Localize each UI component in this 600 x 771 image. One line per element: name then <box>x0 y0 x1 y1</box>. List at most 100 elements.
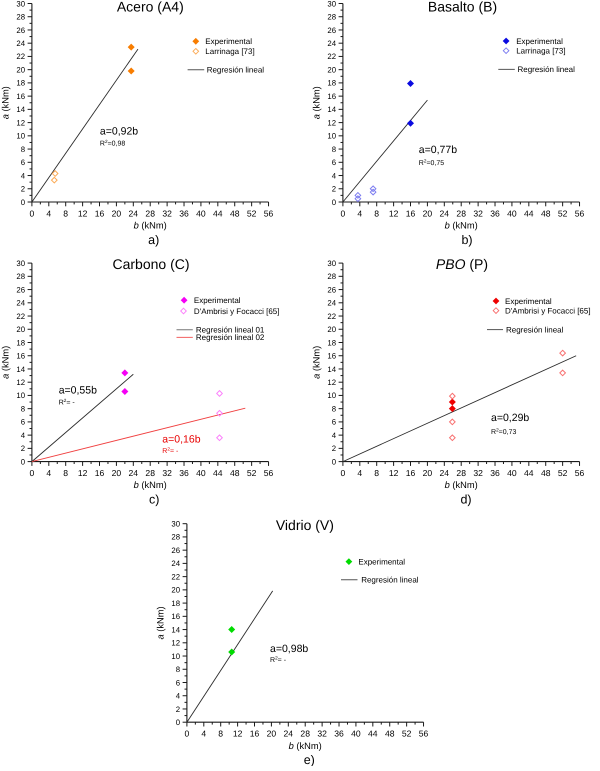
svg-text:36: 36 <box>334 729 344 739</box>
svg-text:28: 28 <box>145 468 155 478</box>
svg-text:4: 4 <box>357 208 362 218</box>
svg-text:Larrinaga [73]: Larrinaga [73] <box>516 47 565 56</box>
svg-text:28: 28 <box>16 272 25 281</box>
svg-text:36: 36 <box>179 468 189 478</box>
svg-text:Regresión lineal 02: Regresión lineal 02 <box>196 333 265 342</box>
svg-text:8: 8 <box>218 729 223 739</box>
svg-text:6: 6 <box>21 158 25 167</box>
svg-text:14: 14 <box>327 105 336 114</box>
svg-text:56: 56 <box>575 468 585 478</box>
svg-text:48: 48 <box>230 468 240 478</box>
svg-text:D'Ambrisi y Focacci [65]: D'Ambrisi y Focacci [65] <box>505 306 591 315</box>
svg-text:18: 18 <box>327 79 336 88</box>
svg-text:8: 8 <box>332 145 336 154</box>
svg-text:0: 0 <box>341 468 346 478</box>
svg-text:30: 30 <box>171 519 180 528</box>
svg-text:24: 24 <box>16 39 25 48</box>
svg-text:20: 20 <box>327 65 336 74</box>
svg-text:Regresión lineal: Regresión lineal <box>207 66 265 75</box>
svg-text:Experimental: Experimental <box>358 557 405 566</box>
svg-text:12: 12 <box>327 378 336 387</box>
svg-text:14: 14 <box>171 625 180 634</box>
svg-text:24: 24 <box>284 729 294 739</box>
svg-text:12: 12 <box>171 639 180 648</box>
svg-text:12: 12 <box>389 468 399 478</box>
svg-text:28: 28 <box>145 208 155 218</box>
svg-text:e): e) <box>304 753 315 766</box>
svg-text:36: 36 <box>490 208 500 218</box>
svg-text:30: 30 <box>16 0 25 8</box>
svg-text:b (kNm): b (kNm) <box>289 741 322 751</box>
svg-text:a=0,98b: a=0,98b <box>270 643 308 655</box>
svg-text:8: 8 <box>63 208 68 218</box>
svg-text:32: 32 <box>162 468 172 478</box>
svg-text:24: 24 <box>327 39 336 48</box>
svg-text:R2= -: R2= - <box>59 398 76 407</box>
svg-text:PBO (P): PBO (P) <box>436 256 488 272</box>
svg-text:c): c) <box>149 493 159 507</box>
svg-text:26: 26 <box>16 285 25 294</box>
svg-text:b (kNm): b (kNm) <box>445 480 478 490</box>
svg-text:b (kNm): b (kNm) <box>134 480 167 490</box>
svg-text:a=0,55b: a=0,55b <box>59 384 97 396</box>
svg-text:16: 16 <box>250 729 260 739</box>
svg-text:44: 44 <box>368 729 378 739</box>
svg-text:30: 30 <box>327 259 336 268</box>
svg-text:48: 48 <box>541 208 551 218</box>
svg-text:14: 14 <box>327 365 336 374</box>
svg-text:b (kNm): b (kNm) <box>134 221 167 231</box>
svg-text:22: 22 <box>16 52 25 61</box>
svg-text:a (kNm): a (kNm) <box>0 86 10 119</box>
svg-text:40: 40 <box>196 208 206 218</box>
svg-text:20: 20 <box>423 468 433 478</box>
svg-text:20: 20 <box>327 325 336 334</box>
svg-text:R2=0,73: R2=0,73 <box>491 427 516 436</box>
svg-text:52: 52 <box>402 729 412 739</box>
svg-text:10: 10 <box>171 652 180 661</box>
svg-text:16: 16 <box>171 612 180 621</box>
svg-text:12: 12 <box>78 208 88 218</box>
svg-text:0: 0 <box>332 198 337 207</box>
svg-text:Regresión lineal: Regresión lineal <box>518 65 576 74</box>
svg-text:a=0,77b: a=0,77b <box>419 144 457 156</box>
svg-text:Carbono (C): Carbono (C) <box>112 256 189 272</box>
svg-text:0: 0 <box>332 457 337 466</box>
svg-text:44: 44 <box>524 208 534 218</box>
svg-text:Experimental: Experimental <box>194 296 241 305</box>
svg-text:24: 24 <box>440 468 450 478</box>
svg-text:30: 30 <box>327 0 336 8</box>
svg-text:40: 40 <box>196 468 206 478</box>
svg-text:a=0,29b: a=0,29b <box>491 412 529 424</box>
svg-text:12: 12 <box>16 118 25 127</box>
svg-text:4: 4 <box>332 171 337 180</box>
svg-text:40: 40 <box>507 468 517 478</box>
svg-text:52: 52 <box>247 208 257 218</box>
svg-text:6: 6 <box>21 418 25 427</box>
svg-text:18: 18 <box>171 599 180 608</box>
svg-text:44: 44 <box>213 468 223 478</box>
svg-text:16: 16 <box>16 352 25 361</box>
svg-text:0: 0 <box>21 457 26 466</box>
svg-text:20: 20 <box>112 468 122 478</box>
svg-text:b (kNm): b (kNm) <box>445 221 478 231</box>
svg-text:10: 10 <box>327 132 336 141</box>
svg-text:14: 14 <box>16 365 25 374</box>
svg-text:R2= -: R2= - <box>162 446 179 455</box>
svg-text:a (kNm): a (kNm) <box>311 86 321 119</box>
svg-text:6: 6 <box>332 418 336 427</box>
svg-text:2: 2 <box>21 185 25 194</box>
svg-text:0: 0 <box>30 468 35 478</box>
svg-text:52: 52 <box>247 468 257 478</box>
svg-text:Regresión lineal: Regresión lineal <box>506 325 564 334</box>
svg-text:12: 12 <box>389 208 399 218</box>
svg-text:Experimental: Experimental <box>205 37 252 46</box>
svg-text:16: 16 <box>327 352 336 361</box>
svg-text:26: 26 <box>327 26 336 35</box>
svg-text:4: 4 <box>357 468 362 478</box>
svg-text:8: 8 <box>374 468 379 478</box>
svg-text:Acero (A4): Acero (A4) <box>117 0 184 15</box>
svg-text:14: 14 <box>16 105 25 114</box>
svg-text:R2= -: R2= - <box>270 655 287 664</box>
svg-text:16: 16 <box>95 208 105 218</box>
svg-text:22: 22 <box>327 52 336 61</box>
